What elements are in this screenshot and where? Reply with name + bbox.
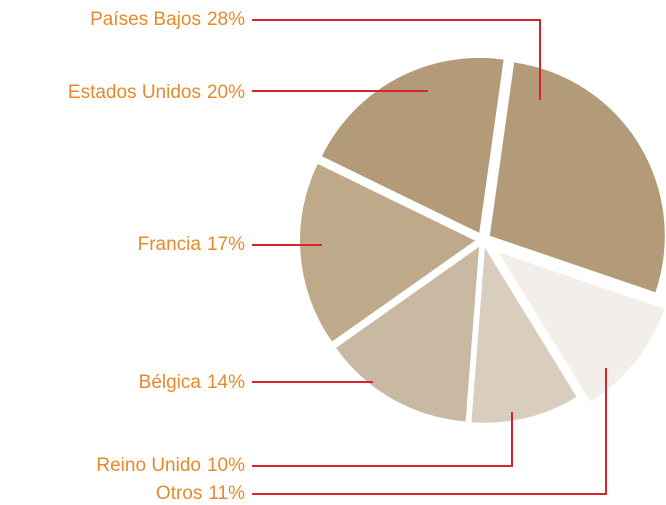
slice-label: Bélgica 14% bbox=[139, 372, 245, 393]
slice-label: Estados Unidos 20% bbox=[68, 82, 245, 103]
slice-name: Países Bajos bbox=[90, 9, 201, 30]
slice-name: Reino Unido bbox=[96, 455, 201, 476]
slice-value: 20% bbox=[207, 82, 245, 103]
pie-slice bbox=[336, 246, 480, 422]
pie-slice bbox=[471, 247, 577, 423]
slice-label: Francia 17% bbox=[138, 234, 245, 255]
slice-label: Países Bajos 28% bbox=[90, 9, 245, 30]
slice-name: Bélgica bbox=[139, 372, 202, 393]
pie-slice bbox=[498, 252, 665, 402]
slice-label: Otros 11% bbox=[156, 483, 245, 504]
slice-value: 28% bbox=[207, 9, 245, 30]
pie-slice bbox=[489, 62, 665, 293]
pie-slice bbox=[300, 163, 476, 342]
slice-value: 14% bbox=[207, 372, 245, 393]
slice-name: Otros bbox=[156, 483, 202, 504]
leader-line bbox=[252, 412, 513, 467]
slice-name: Francia bbox=[138, 234, 202, 255]
slice-name: Estados Unidos bbox=[68, 82, 201, 103]
slice-value: 11% bbox=[208, 483, 245, 504]
leader-line bbox=[252, 19, 541, 100]
pie-slice bbox=[321, 57, 504, 233]
leader-line bbox=[252, 368, 607, 495]
slice-value: 10% bbox=[207, 455, 245, 476]
slice-label: Reino Unido 10% bbox=[96, 455, 245, 476]
slice-value: 17% bbox=[207, 234, 245, 255]
